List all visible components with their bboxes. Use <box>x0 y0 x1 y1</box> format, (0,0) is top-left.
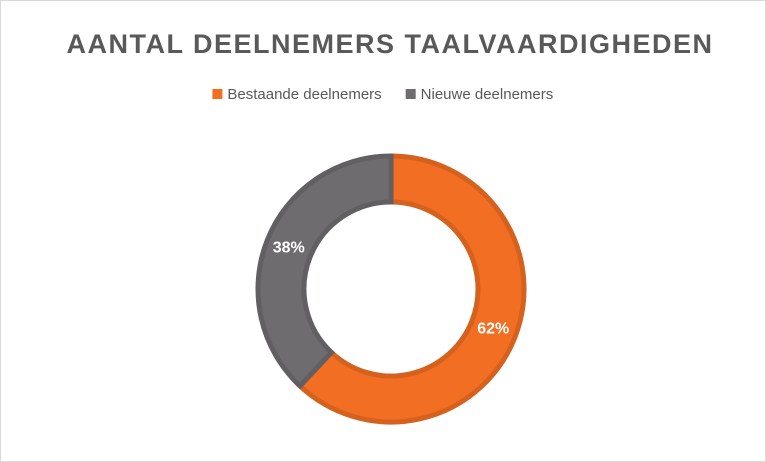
data-label: 62% <box>477 321 509 338</box>
legend-label: Bestaande deelnemers <box>227 86 381 103</box>
chart-title: AANTAL DEELNEMERS TAALVAARDIGHEDEN <box>66 29 713 59</box>
legend-label: Nieuwe deelnemers <box>421 86 554 103</box>
legend: Bestaande deelnemers Nieuwe deelnemers <box>212 86 553 103</box>
legend-swatch <box>405 89 416 99</box>
plot: 62% 38% <box>255 153 527 425</box>
donut-segment <box>296 153 527 425</box>
data-label: 38% <box>273 240 305 257</box>
legend-swatch <box>212 89 223 99</box>
donut-segment <box>255 153 394 390</box>
